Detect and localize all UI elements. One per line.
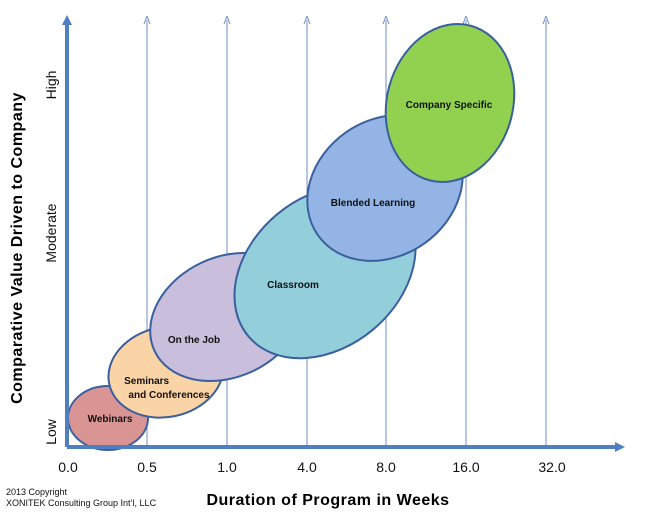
x-tick-16-0: 16.0 [452, 459, 479, 475]
program-company-specific: Company Specific [384, 23, 516, 183]
seminars-label: Seminars and Conferences [124, 376, 210, 401]
y-level-moderate: Moderate [43, 203, 59, 262]
x-tick-0-0: 0.0 [58, 459, 78, 475]
x-tick-4-0: 4.0 [297, 459, 317, 475]
x-tick-8-0: 8.0 [376, 459, 396, 475]
y-level-low: Low [43, 418, 59, 445]
company-specific-label: Company Specific [406, 100, 493, 111]
x-tick-0-5: 0.5 [137, 459, 157, 475]
seminars-label-line2: and Conferences [128, 390, 210, 401]
classroom-label: Classroom [267, 280, 319, 291]
company-specific-ellipse [384, 23, 516, 183]
x-axis-title: Duration of Program in Weeks [206, 492, 449, 509]
x-tick-1-0: 1.0 [217, 459, 237, 475]
y-axis-title: Comparative Value Driven to Company [9, 92, 26, 404]
blended-learning-label: Blended Learning [331, 198, 415, 209]
copyright-line-2: XONITEK Consulting Group Int’l, LLC [6, 498, 157, 508]
webinars-label: Webinars [88, 414, 133, 425]
on-the-job-label: On the Job [168, 335, 220, 346]
x-tick-32-0: 32.0 [538, 459, 565, 475]
copyright-line-1: 2013 Copyright [6, 487, 68, 497]
y-level-high: High [43, 71, 59, 100]
seminars-label-line1: Seminars [124, 376, 169, 387]
